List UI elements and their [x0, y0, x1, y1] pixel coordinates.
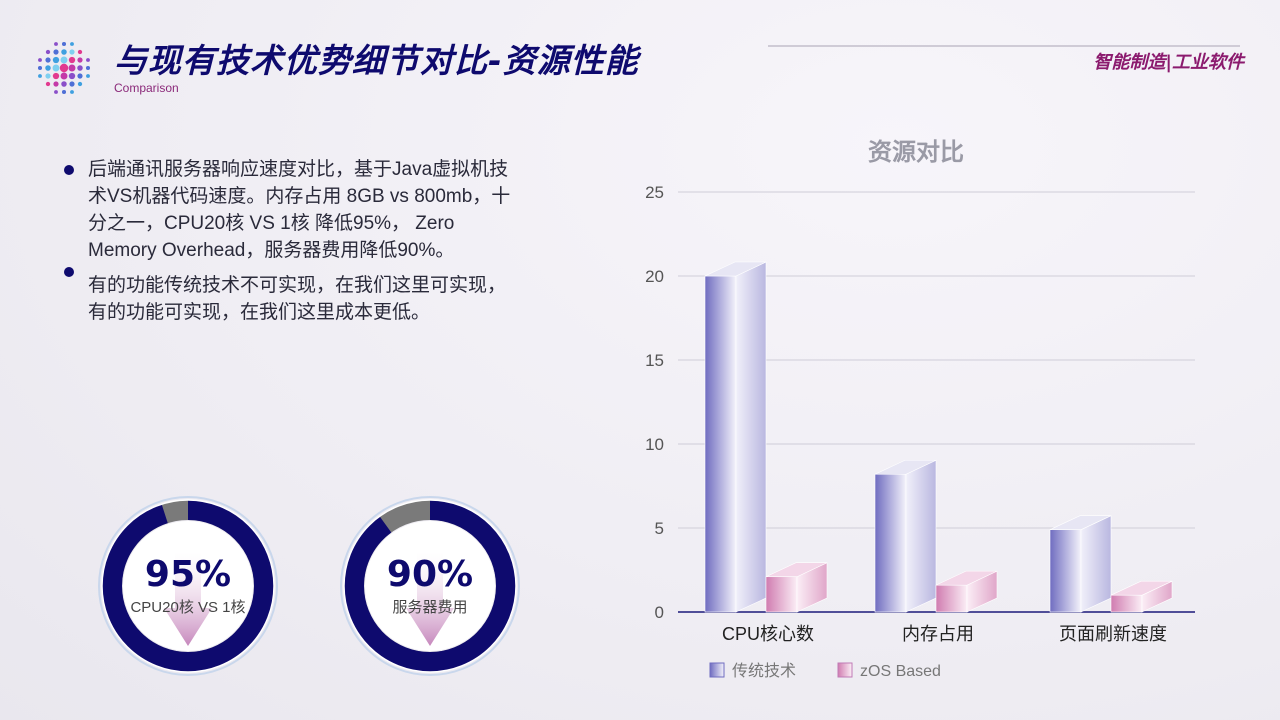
y-tick-label: 5: [655, 519, 664, 538]
x-category-label: 页面刷新速度: [1059, 624, 1167, 644]
logo-dot: [54, 42, 58, 46]
logo-dot: [53, 49, 59, 55]
donut-percent: 95%: [144, 554, 232, 595]
y-tick-label: 10: [645, 435, 664, 454]
y-tick-label: 0: [655, 603, 664, 622]
logo-dot: [61, 41, 67, 47]
logo-dot: [53, 81, 59, 87]
page-title: 与现有技术优势细节对比-资源性能: [114, 41, 639, 80]
logo-dot: [45, 49, 51, 55]
legend-item: zOS Based: [837, 662, 941, 680]
bullet-text: 后端通讯服务器响应速度对比，基于Java虚拟机技术VS机器代码速度。内存占用 8…: [88, 159, 511, 261]
donut-ring: [98, 496, 278, 676]
logo-dot: [85, 65, 91, 71]
donut-percent: 90%: [386, 554, 474, 595]
y-tick-label: 15: [645, 351, 664, 370]
logo-dot: [68, 56, 76, 64]
down-arrow-icon: [164, 552, 212, 646]
legend-swatch: [709, 662, 725, 678]
donut-ring: [340, 496, 520, 676]
logo-dot: [77, 65, 83, 71]
down-arrow-icon: [406, 552, 454, 646]
logo-icon: [37, 41, 91, 95]
logo-dot: [45, 65, 51, 71]
x-category-label: 内存占用: [902, 624, 974, 644]
bullet-dot-icon: [64, 267, 74, 277]
logo-dot: [45, 81, 51, 87]
logo-dot: [54, 90, 58, 94]
logo-dot: [69, 49, 75, 55]
logo-dot: [69, 81, 75, 87]
donut-chart-cpu: 95% CPU20核 VS 1核: [98, 496, 278, 676]
y-tick-label: 20: [645, 267, 664, 286]
legend-swatch: [837, 662, 853, 678]
logo-dot: [45, 57, 51, 63]
logo-dot: [52, 56, 60, 64]
y-tick-label: 25: [645, 183, 664, 202]
logo-dot: [38, 58, 42, 62]
logo-dot: [60, 56, 68, 64]
logo-dot: [52, 72, 60, 80]
legend-label: zOS Based: [860, 663, 941, 680]
donut-chart-server-cost: 90% 服务器费用: [340, 496, 520, 676]
bullet-item: 有的功能传统技术不可实现，在我们这里可实现，有的功能可实现，在我们这里成本更低。: [62, 267, 512, 326]
page-subtitle: Comparison: [114, 81, 179, 95]
donut-value-arc: [102, 500, 274, 672]
logo-dot: [60, 72, 68, 80]
logo-dot: [61, 81, 67, 87]
logo-dot: [70, 42, 74, 46]
donut-caption: 服务器费用: [392, 599, 468, 616]
bullet-text: 有的功能传统技术不可实现，在我们这里可实现，有的功能可实现，在我们这里成本更低。: [88, 275, 507, 323]
legend-label: 传统技术: [732, 662, 796, 680]
chart-title: 资源对比: [868, 138, 964, 166]
logo-dot: [68, 72, 76, 80]
donut-halo: [98, 496, 278, 676]
donut-outline: [101, 499, 275, 673]
brand-label: 智能制造|工业软件: [1093, 52, 1244, 73]
donut-caption: CPU20核 VS 1核: [130, 599, 246, 616]
logo-dot: [70, 90, 74, 94]
x-category-label: CPU核心数: [722, 624, 814, 644]
logo-dot: [77, 49, 83, 55]
donut-value-arc: [344, 500, 516, 672]
logo-dot: [68, 64, 76, 72]
header-divider: [768, 45, 1240, 47]
bar-zos-2: [1110, 580, 1173, 613]
logo-dot: [45, 73, 51, 79]
bar-traditional-0: [704, 261, 767, 613]
donut-halo: [340, 496, 520, 676]
bar-traditional-2: [1049, 515, 1112, 613]
bar-zos-0: [765, 562, 828, 613]
logo-dot: [77, 73, 83, 79]
bullet-list: 后端通讯服务器响应速度对比，基于Java虚拟机技术VS机器代码速度。内存占用 8…: [62, 156, 512, 334]
logo-dot: [61, 89, 67, 95]
logo-dot: [77, 81, 83, 87]
logo-dot: [38, 74, 42, 78]
donut-outline: [343, 499, 517, 673]
logo-dot: [37, 65, 43, 71]
logo-dot: [52, 64, 60, 72]
logo-dot: [86, 58, 90, 62]
logo-dot: [86, 74, 90, 78]
logo-dot: [61, 49, 67, 55]
logo-dot: [59, 63, 69, 73]
bar-traditional-1: [874, 459, 937, 613]
logo-dot: [77, 57, 83, 63]
legend-item: 传统技术: [709, 662, 796, 680]
bullet-item: 后端通讯服务器响应速度对比，基于Java虚拟机技术VS机器代码速度。内存占用 8…: [62, 156, 512, 264]
bar-zos-1: [935, 570, 998, 613]
bullet-dot-icon: [64, 165, 74, 175]
